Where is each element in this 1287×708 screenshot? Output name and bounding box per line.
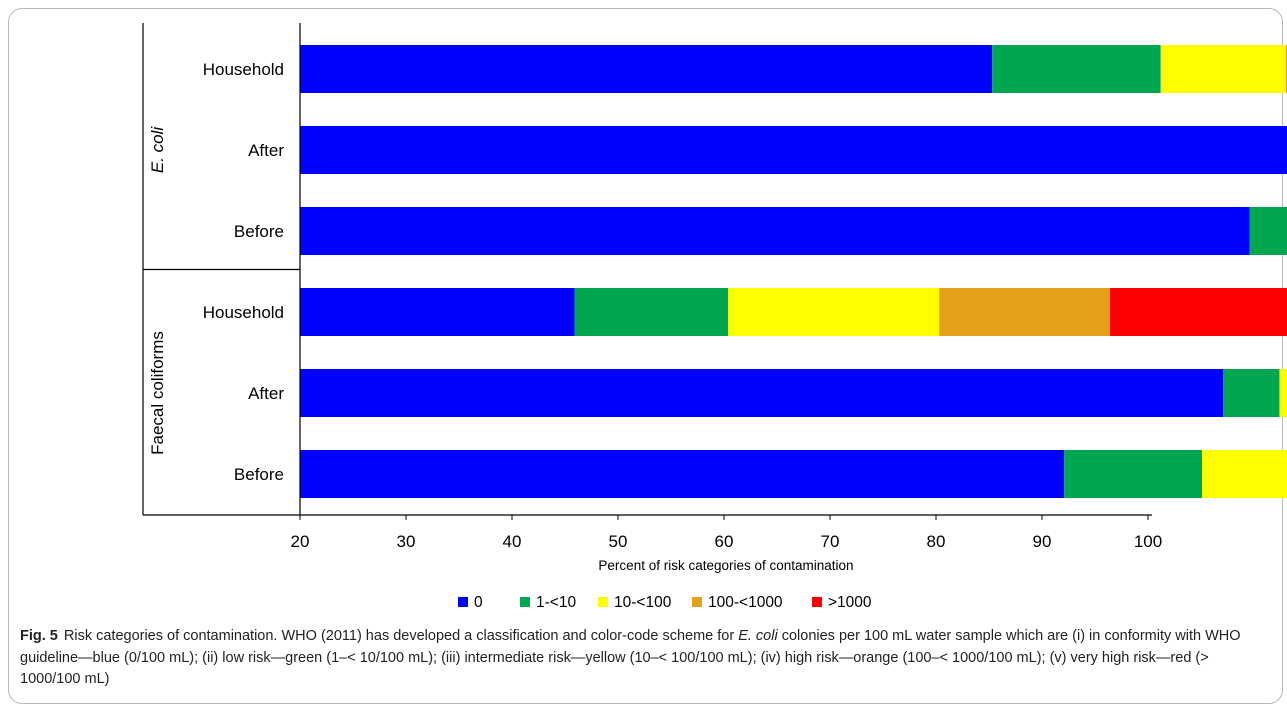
bar-faecal-coliforms-after-10-100 (1279, 369, 1287, 417)
bar-faecal-coliforms-after-1-10 (1223, 369, 1280, 417)
legend-label-1-10: 1-<10 (536, 594, 576, 611)
bar-faecal-coliforms-before-1-10 (1064, 450, 1203, 498)
caption-text-2: colonies per 100 mL water sample which a… (20, 628, 1241, 687)
x-tick-label: 50 (609, 532, 628, 551)
category-label: After (248, 384, 284, 403)
x-tick-label: 70 (821, 532, 840, 551)
category-label: After (248, 141, 284, 160)
legend-label-100-1000: 100-<1000 (708, 594, 783, 611)
caption-italic: E. coli (738, 628, 778, 644)
category-label: Household (203, 60, 284, 79)
x-tick-label: 40 (503, 532, 522, 551)
figure-caption: Fig. 5 Risk categories of contamination. … (20, 626, 1260, 691)
legend-swatch-0 (458, 597, 468, 607)
x-tick-label: 20 (291, 532, 310, 551)
group-label-faecal-coliforms: Faecal coliforms (148, 331, 167, 455)
figure-frame (8, 8, 1283, 704)
bar-faecal-coliforms-household-1-10 (574, 288, 729, 336)
caption-text-1: Risk categories of contamination. WHO (2… (63, 628, 739, 644)
category-label: Before (234, 222, 284, 241)
legend-swatch-100-1000 (692, 597, 702, 607)
bar-e-coli-household-1-10 (992, 45, 1161, 93)
x-tick-label: 80 (927, 532, 946, 551)
group-label-e-coli: E. coli (148, 126, 167, 174)
bar-faecal-coliforms-after-0 (300, 369, 1224, 417)
x-tick-label: 90 (1033, 532, 1052, 551)
bar-e-coli-after-0 (300, 126, 1287, 174)
bar-e-coli-household-10-100 (1160, 45, 1286, 93)
category-label: Before (234, 465, 284, 484)
bar-faecal-coliforms-household-10-100 (728, 288, 940, 336)
legend-label-0: 0 (474, 594, 483, 611)
bar-e-coli-household-0 (300, 45, 993, 93)
x-tick-label: 30 (397, 532, 416, 551)
legend-swatch-1000 (812, 597, 822, 607)
bar-faecal-coliforms-before-0 (300, 450, 1065, 498)
stacked-bar-chart: Household After Before Household After Before… (142, 23, 1287, 611)
bar-faecal-coliforms-before-10-100 (1202, 450, 1287, 498)
category-label: Household (203, 303, 284, 322)
legend-swatch-1-10 (520, 597, 530, 607)
x-tick-label: 60 (715, 532, 734, 551)
bar-e-coli-household-100-1000 (1285, 45, 1287, 93)
bar-faecal-coliforms-household-0 (300, 288, 575, 336)
legend-swatch-10-100 (598, 597, 608, 607)
bar-faecal-coliforms-household-100-1000 (939, 288, 1110, 336)
bar-e-coli-before-1-10 (1249, 207, 1287, 255)
bar-faecal-coliforms-household-1000 (1109, 288, 1287, 336)
x-axis-title: Percent of risk categories of contaminat… (598, 558, 853, 573)
bar-e-coli-before-0 (300, 207, 1250, 255)
legend-label-1000: >1000 (828, 594, 872, 611)
x-tick-label: 100 (1134, 532, 1162, 551)
figure-label: Fig. 5 (20, 628, 58, 644)
legend-label-10-100: 10-<100 (614, 594, 672, 611)
